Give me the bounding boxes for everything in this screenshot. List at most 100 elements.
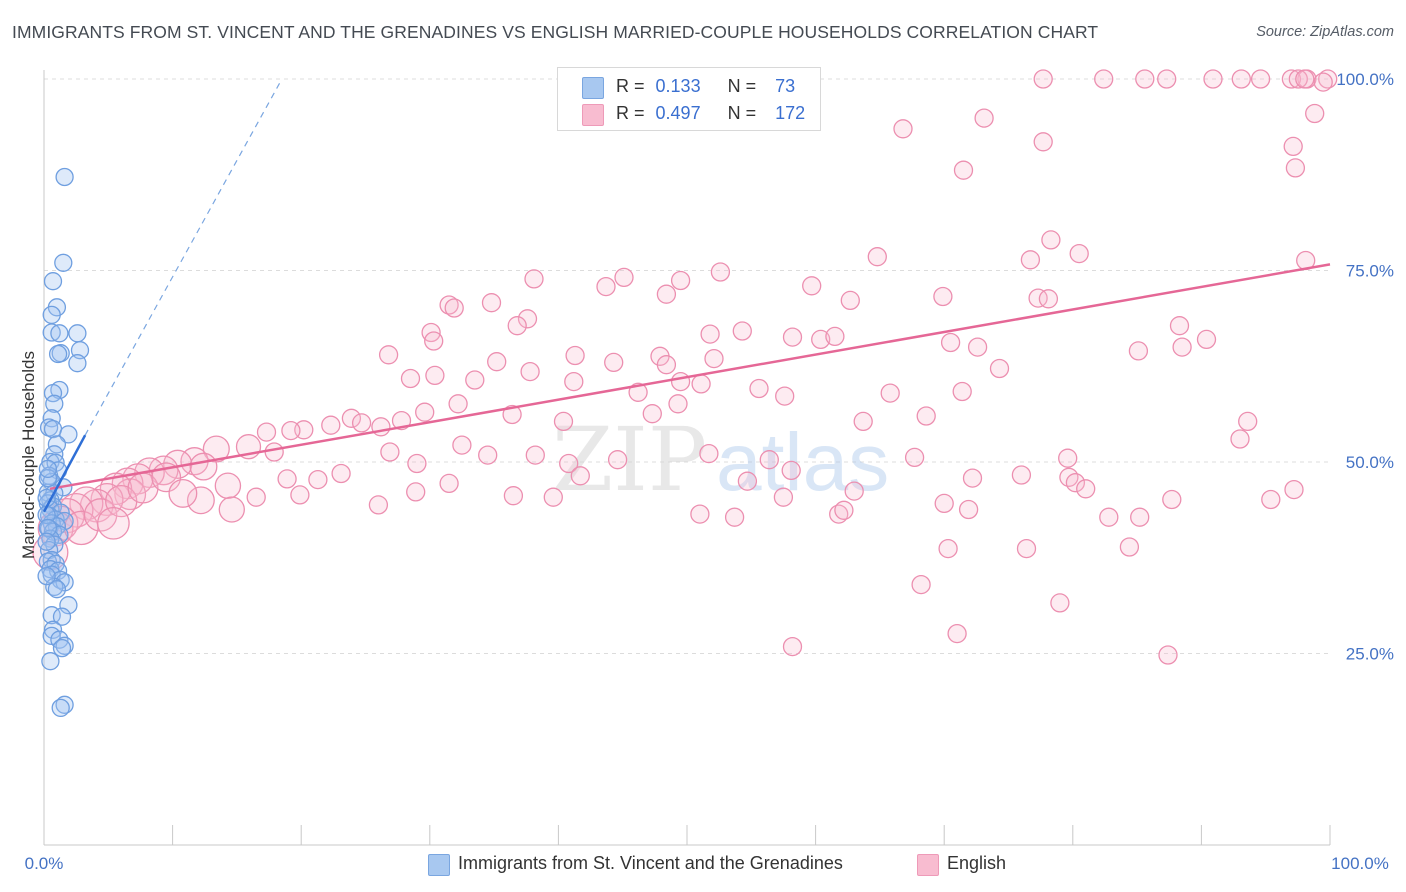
point-english <box>520 361 540 382</box>
point-english <box>690 504 710 524</box>
point-english <box>517 309 538 329</box>
legend-r-label: R = <box>616 76 645 96</box>
point-english <box>940 332 961 353</box>
legend-text-2: R = 0.497 N = 172 <box>616 103 805 124</box>
point-english <box>642 404 662 424</box>
point-immigrants <box>50 324 69 343</box>
point-english <box>704 348 724 369</box>
point-english <box>656 284 677 304</box>
point-immigrants <box>52 607 72 626</box>
trend-line-immigrants <box>42 434 87 513</box>
point-english <box>737 471 758 491</box>
y-tick-label: 25.0% <box>1346 645 1394 664</box>
point-english <box>1016 538 1037 559</box>
point-english <box>724 507 745 527</box>
point-immigrants <box>37 566 56 586</box>
point-english <box>407 453 427 474</box>
point-english <box>628 382 648 402</box>
point-english <box>308 469 328 490</box>
point-english <box>614 267 634 288</box>
point-english <box>218 496 245 523</box>
watermark-zip: ZIP <box>552 408 707 511</box>
point-english <box>368 495 389 515</box>
point-immigrants <box>42 305 61 325</box>
legend-r-label: R = <box>616 103 645 123</box>
point-english <box>1238 411 1258 432</box>
x-ticks <box>43 825 1331 845</box>
point-english <box>1050 593 1070 613</box>
point-english <box>391 410 412 431</box>
point-immigrants <box>55 636 74 655</box>
point-english <box>974 108 994 128</box>
point-english <box>893 119 913 139</box>
y-tick-label: 100.0% <box>1336 70 1394 89</box>
point-english <box>710 262 731 282</box>
point-english <box>415 402 435 422</box>
point-english <box>1099 507 1119 527</box>
point-english <box>699 443 719 464</box>
point-english <box>952 381 972 402</box>
legend-n-value: 172 <box>775 103 806 123</box>
point-english <box>775 386 795 406</box>
point-english <box>781 460 801 481</box>
point-english <box>189 452 218 481</box>
point-english <box>1128 341 1149 361</box>
point-english <box>1058 448 1078 468</box>
point-english <box>214 472 242 499</box>
y-tick-labels: 25.0% 50.0% 75.0% 100.0% <box>1336 70 1394 664</box>
point-english <box>448 394 468 414</box>
point-english <box>958 499 979 520</box>
point-english <box>759 450 779 470</box>
correlation-legend: R = 0.133 N = 73 R = 0.497 N = 172 <box>557 67 821 131</box>
point-english <box>559 453 579 474</box>
x-tick-label-min: 0.0% <box>25 854 64 873</box>
point-english <box>938 538 958 559</box>
point-english <box>525 445 545 465</box>
point-english <box>1295 69 1315 89</box>
point-english <box>481 293 502 313</box>
point-english <box>953 160 974 180</box>
point-english <box>168 478 198 508</box>
point-english <box>825 326 845 347</box>
bottom-legend-label-english: English <box>947 853 1007 873</box>
point-english <box>773 487 794 507</box>
point-english <box>1119 537 1140 557</box>
point-immigrants <box>68 324 87 343</box>
point-english <box>782 636 803 657</box>
point-immigrants <box>41 652 60 671</box>
point-english <box>1305 103 1325 124</box>
source-label: Source: ZipAtlas.com <box>1256 24 1394 40</box>
point-immigrants <box>68 354 87 373</box>
trend-lines <box>42 78 1331 513</box>
point-english <box>331 463 351 484</box>
legend-n-value: 73 <box>775 76 796 96</box>
point-english <box>564 371 584 392</box>
point-english <box>507 316 527 336</box>
point-english <box>503 486 524 506</box>
legend-n-label: N = <box>727 103 757 123</box>
point-english <box>524 269 544 289</box>
bottom-legend-swatch-blue <box>428 854 450 876</box>
point-english <box>97 506 130 540</box>
point-english <box>444 298 464 318</box>
point-english <box>424 331 444 351</box>
point-english <box>732 321 752 341</box>
point-english <box>840 290 860 311</box>
point-english <box>934 493 954 514</box>
point-english <box>565 345 585 366</box>
point-english <box>1065 473 1086 493</box>
point-english <box>1020 250 1041 270</box>
trend-line-english <box>49 263 1331 491</box>
point-english <box>670 270 691 291</box>
point-english <box>1033 132 1053 152</box>
point-english <box>844 481 864 501</box>
point-english <box>911 574 931 595</box>
point-immigrants <box>48 344 68 364</box>
point-english <box>782 327 803 347</box>
point-english <box>1011 465 1032 485</box>
point-english <box>962 468 983 488</box>
point-english <box>281 420 301 441</box>
x-tick-label-max: 100.0% <box>1331 854 1389 873</box>
point-english <box>904 447 925 468</box>
